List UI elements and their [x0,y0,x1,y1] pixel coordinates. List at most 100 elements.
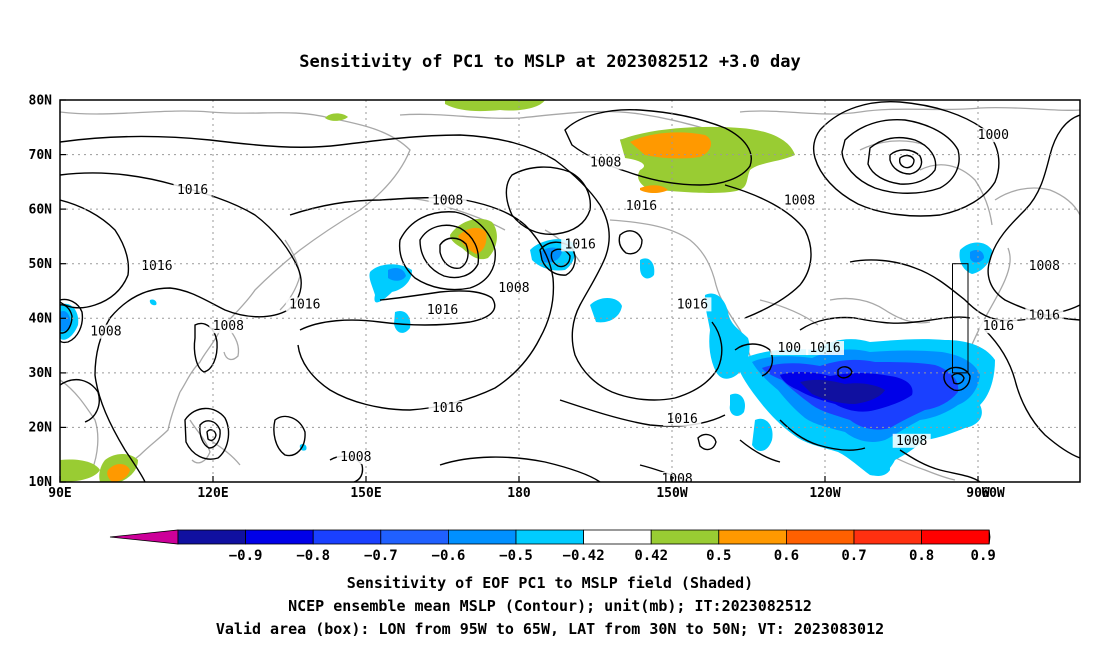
contour-label: 1008 [896,434,927,449]
lat-label: 50N [29,257,53,272]
contour-label-bg [658,472,697,482]
contour-label-bg [428,193,467,208]
contour-label-bg [892,433,931,448]
valid-area-box [952,263,969,374]
colorbar-swatch [786,529,855,545]
caption-valid-area: Valid area (box): LON from 95W to 65W, L… [216,620,884,638]
lon-label: 60W [981,486,1005,501]
colorbar: −0.9 −0.8 −0.7 −0.6 −0.5 −0.42 0.42 0.5 0.6 0.7 0.… [109,529,996,564]
contour-label-bg [336,450,375,465]
lat-lon-grid [60,100,1080,482]
contour-label-bg [770,341,809,356]
latitude-labels: 80N 70N 60N 50N 40N 30N 20N 10N [29,94,53,491]
contour-label-bg [209,319,248,334]
contour-label: 1008 [1029,259,1060,274]
contour-label-bg [1025,259,1064,274]
contour-label: 1016 [626,199,657,214]
contour-label: 1016 [427,303,458,318]
lon-label: 150W [656,486,687,501]
contour-label: 1008 [340,450,371,465]
colorbar-label: 0.42 [634,548,668,564]
contour-label-bg [428,401,467,416]
colorbar-label: 0.6 [774,548,799,564]
contour-label: 1016 [667,412,698,427]
colorbar-swatch [650,529,720,545]
lon-label: 90E [48,486,71,501]
contour-label-bg [673,297,712,312]
colorbar-swatch [177,529,246,545]
lon-label: 120E [197,486,228,501]
colorbar-label: −0.7 [364,548,398,564]
colorbar-label: −0.9 [229,548,263,564]
contour-label: 1008 [213,319,244,334]
colorbar-label: 0.5 [706,548,731,564]
contour-label-bg [285,297,324,312]
figure-title: Sensitivity of PC1 to MSLP at 2023082512… [299,52,801,72]
contour-label-bg [780,193,819,208]
contour-label: 1016 [432,401,463,416]
contour-labels: 1016 1016 1016 1008 1008 1008 1016 1008 1016 1008… [86,128,1064,487]
colorbar-label: 0.8 [909,548,934,564]
colorbar-swatch [853,529,922,545]
colorbar-swatch [312,529,382,545]
contour-label-bg [979,319,1018,334]
lat-label: 30N [29,366,53,381]
colorbar-swatch [380,529,449,545]
lat-label: 70N [29,148,53,163]
contour-label: 1008 [661,472,692,487]
lon-label: 180 [507,486,531,501]
contour-label-bg [806,341,844,356]
contour-label-bg [86,324,125,339]
contour-label: 1016 [177,183,208,198]
longitude-labels: 90E 120E 150E 180 150W 120W 90W 60W [48,486,1005,501]
lon-label: 150E [350,486,381,501]
contour-label-bg [586,155,625,170]
contour-label-bg [423,302,462,317]
contour-label-bg [494,281,533,295]
caption-shaded: Sensitivity of EOF PC1 to MSLP field (Sh… [347,574,753,592]
contour-label: 1008 [90,325,121,340]
contour-label: 1008 [432,194,463,209]
contour-label-bg [561,237,600,252]
contour-label: 1016 [1029,308,1060,323]
contour-label: 1008 [784,194,815,209]
contour-label: 1016 [983,319,1014,334]
colorbar-label: 0.9 [971,548,996,564]
contour-label-bg [974,128,1013,143]
contour-label: 1008 [498,281,529,296]
contour-label-bg [622,199,661,214]
captions: Sensitivity of EOF PC1 to MSLP field (Sh… [216,574,884,638]
lat-label: 40N [29,312,53,327]
lat-label: 80N [29,94,53,109]
contour-label: 1016 [809,341,840,356]
caption-contour: NCEP ensemble mean MSLP (Contour); unit(… [288,597,812,615]
colorbar-swatch [921,529,990,545]
contour-label-bg [173,182,212,197]
contour-label: 1016 [141,259,172,274]
contour-label: 1008 [590,155,621,170]
colorbar-label: −0.8 [296,548,330,564]
lat-label: 60N [29,203,53,218]
colorbar-label: −0.42 [563,548,605,564]
colorbar-swatch [515,529,584,545]
lon-label: 120W [809,486,840,501]
lon-label: 90W [966,486,990,501]
colorbar-swatch [447,529,517,545]
colorbar-label: −0.5 [499,548,533,564]
contour-label: 1016 [565,237,596,252]
contour-label: 100 [778,341,801,356]
colorbar-under-arrow [109,529,179,545]
contour-label: 1000 [978,128,1009,143]
colorbar-swatch [245,529,314,545]
colorbar-over-arrow [988,529,991,545]
colorbar-swatch [718,529,787,545]
contour-label-bg [1025,308,1064,323]
lat-label: 10N [29,475,53,490]
colorbar-label: 0.7 [841,548,866,564]
mslp-contours [60,101,1080,482]
colorbar-swatch [583,529,652,545]
contour-label-bg [663,411,702,426]
colorbar-label: −0.6 [432,548,466,564]
